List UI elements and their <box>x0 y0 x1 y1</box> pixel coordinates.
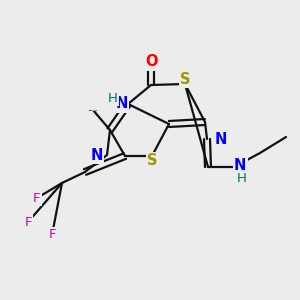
Text: O: O <box>145 55 157 70</box>
Text: N: N <box>214 131 227 146</box>
Text: H: H <box>108 92 118 104</box>
Text: N: N <box>116 97 128 112</box>
Text: N: N <box>234 158 246 173</box>
Text: H: H <box>237 172 247 185</box>
Text: F: F <box>24 215 32 229</box>
Text: S: S <box>147 153 157 168</box>
Text: F: F <box>48 229 56 242</box>
Text: F: F <box>33 191 41 205</box>
Text: methyl_tick: methyl_tick <box>88 109 98 111</box>
Text: N: N <box>90 148 103 163</box>
Text: S: S <box>180 72 190 87</box>
